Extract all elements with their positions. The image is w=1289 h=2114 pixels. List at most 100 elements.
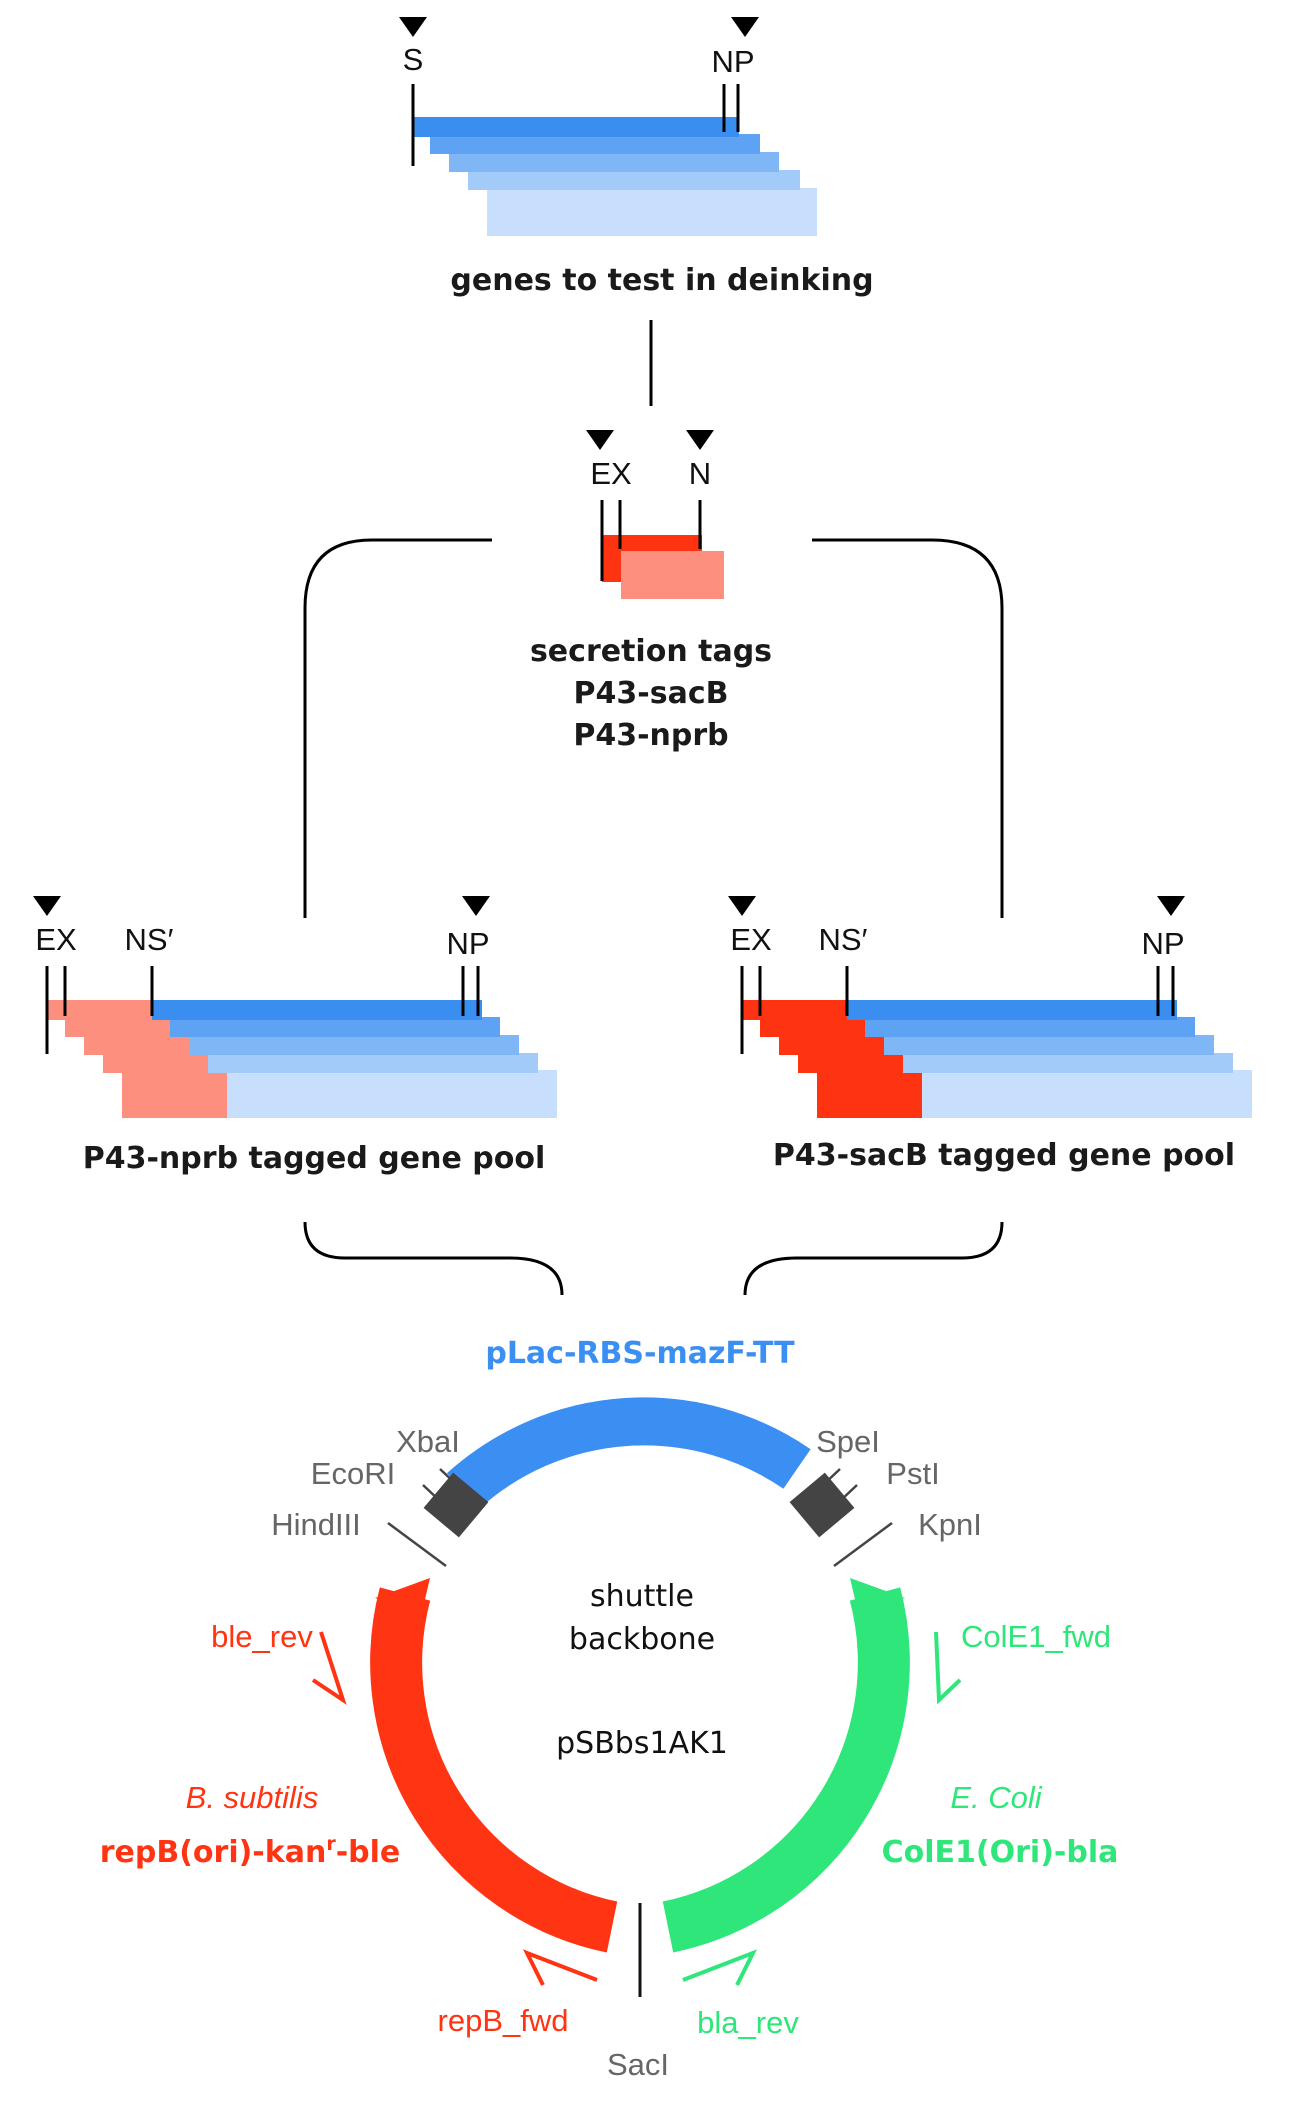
pool-gene-bar-2	[865, 1017, 1195, 1037]
connector-right-pool-plasmid	[743, 1221, 1004, 1296]
cole1-fwd-primer-arrow	[934, 1631, 962, 1705]
pool-gene-bar-5	[922, 1070, 1252, 1118]
left-module-name-superscript: r	[326, 1833, 336, 1855]
ble-rev-label: ble_rev	[211, 1619, 313, 1654]
gene-bar-4	[468, 170, 800, 190]
tags-group: EX N secretion tags P43-sacB P43-nprb	[530, 430, 772, 753]
right-module-organism: E. Coli	[950, 1780, 1042, 1815]
site-marker-np	[1157, 896, 1185, 916]
right-module-name: ColE1(Ori)-bla	[882, 1835, 1119, 1870]
cole1-module-arc	[662, 1587, 910, 1953]
hindiii-label: HindIII	[271, 1507, 361, 1542]
genes-caption: genes to test in deinking	[450, 263, 873, 298]
connector-tags-left-pool	[303, 538, 492, 918]
pool-gene-bar-5	[227, 1070, 557, 1118]
pool-salmon-bar-5	[122, 1070, 228, 1118]
site-marker-ex	[728, 896, 756, 916]
ecori-label: EcoRI	[311, 1456, 395, 1491]
pool-salmon-bar-2	[65, 1017, 171, 1037]
tags-caption-3: P43-nprb	[573, 718, 728, 753]
hindiii-tick	[387, 1521, 447, 1568]
connector-left-pool-plasmid	[303, 1221, 564, 1296]
psti-tick	[838, 1484, 858, 1503]
site-label-ex: EX	[35, 922, 77, 957]
spei-tick	[821, 1468, 841, 1487]
left-module-name-suffix: -ble	[336, 1835, 401, 1870]
pool-gene-bar-1	[152, 1000, 482, 1020]
ecori-tick	[422, 1484, 442, 1503]
cole1-fwd-label: ColE1_fwd	[961, 1619, 1111, 1654]
psti-label: PstI	[886, 1456, 939, 1491]
repb-arrow-tip	[375, 1578, 430, 1612]
pool-salmon-bar-4	[103, 1053, 209, 1073]
kpni-label: KpnI	[918, 1507, 982, 1542]
pool-gene-bar-4	[903, 1053, 1233, 1073]
pool-red-bar-4	[798, 1053, 904, 1073]
pool-red-bar-1	[742, 1000, 848, 1020]
tag-bar-salmon	[621, 551, 724, 599]
site-marker-np	[731, 17, 759, 37]
plasmid-name: pSBbs1AK1	[556, 1726, 728, 1761]
pool-gene-bar-1	[847, 1000, 1177, 1020]
repb-fwd-label: repB_fwd	[438, 2003, 569, 2038]
mazf-module-arc	[446, 1397, 811, 1509]
xbai-tick	[439, 1468, 459, 1487]
site-label-np: NP	[1141, 926, 1184, 961]
plasmid-center-line1: shuttle	[590, 1579, 694, 1614]
pool-gene-bar-3	[884, 1035, 1214, 1055]
tags-caption-1: secretion tags	[530, 634, 772, 669]
gene-bar-3	[449, 152, 779, 172]
pool-left-caption: P43-nprb tagged gene pool	[83, 1141, 545, 1176]
pool-gene-bar-3	[189, 1035, 519, 1055]
site-label-n: N	[689, 456, 711, 491]
plasmid-center-line2: backbone	[569, 1622, 715, 1657]
site-label-np: NP	[711, 44, 754, 79]
cole1-arrow-tip	[850, 1578, 905, 1612]
xba-eco-site-box	[423, 1472, 489, 1538]
repb-fwd-primer-arrow	[522, 1949, 598, 1986]
saci-label: SacI	[607, 2047, 669, 2082]
gene-bar-1	[413, 117, 739, 137]
site-marker-n	[686, 430, 714, 450]
bla-rev-primer-arrow	[682, 1949, 758, 1986]
connector-tags-right-pool	[812, 538, 1004, 918]
pool-left-group: EX NS′ NP P43-nprb tagged gene pool	[33, 896, 557, 1176]
pool-red-bar-5	[817, 1070, 923, 1118]
genes-group: S NP genes to test in deinking	[399, 17, 874, 298]
pool-salmon-bar-3	[84, 1035, 190, 1055]
kpni-tick	[833, 1521, 893, 1568]
site-marker-s	[399, 17, 427, 37]
ble-rev-primer-arrow	[311, 1631, 347, 1705]
spe-pst-site-box	[789, 1472, 855, 1538]
site-label-ns: NS′	[819, 922, 868, 957]
pool-gene-bar-4	[208, 1053, 538, 1073]
site-marker-ex	[33, 896, 61, 916]
site-label-np: NP	[446, 926, 489, 961]
repb-module-arc	[370, 1587, 618, 1953]
left-module-name: repB(ori)-kanr-ble	[100, 1833, 401, 1870]
pool-salmon-bar-1	[47, 1000, 153, 1020]
site-label-ns: NS′	[125, 922, 174, 957]
pool-red-bar-3	[779, 1035, 885, 1055]
xbai-label: XbaI	[396, 1424, 460, 1459]
left-module-name-main: repB(ori)-kan	[100, 1835, 327, 1870]
bla-rev-label: bla_rev	[697, 2005, 799, 2040]
pool-right-caption: P43-sacB tagged gene pool	[773, 1138, 1235, 1173]
site-label-ex: EX	[590, 456, 632, 491]
top-module-label: pLac-RBS-mazF-TT	[485, 1336, 795, 1371]
site-label-s: S	[403, 42, 424, 77]
plasmid-group: pLac-RBS-mazF-TT XbaI EcoRI HindIII SpeI…	[100, 1336, 1119, 2082]
site-label-ex: EX	[730, 922, 772, 957]
pool-gene-bar-2	[170, 1017, 500, 1037]
site-marker-ex	[586, 430, 614, 450]
left-module-organism: B. subtilis	[186, 1780, 319, 1815]
spei-label: SpeI	[816, 1424, 880, 1459]
site-marker-np	[462, 896, 490, 916]
gene-bar-2	[430, 134, 760, 154]
pool-red-bar-2	[760, 1017, 866, 1037]
pool-right-group: EX NS′ NP P43-sacB tagged gene pool	[728, 896, 1252, 1173]
tags-caption-2: P43-sacB	[574, 676, 729, 711]
gene-bar-5	[487, 188, 817, 236]
